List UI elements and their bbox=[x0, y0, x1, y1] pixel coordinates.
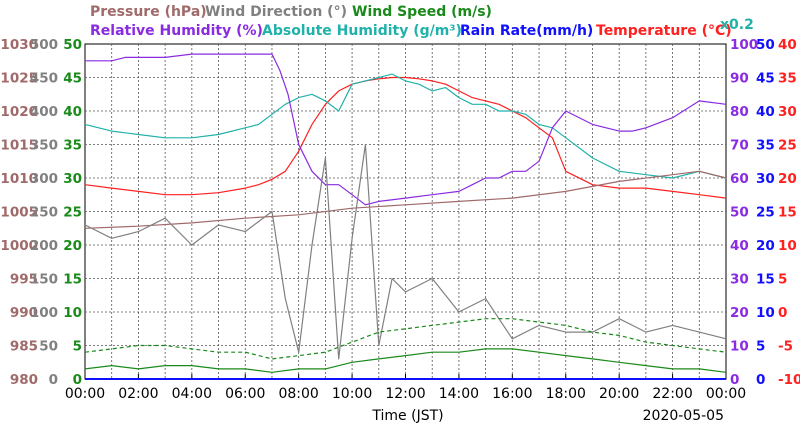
y-tick-wind-speed: 40 bbox=[63, 104, 82, 120]
y-tick-wind-direction: 50 bbox=[39, 339, 58, 355]
x-tick-label: 00:00 bbox=[65, 386, 105, 402]
y-tick-wind-speed: 50 bbox=[63, 37, 82, 53]
y-tick-rain-rate: 5 bbox=[756, 339, 765, 355]
series-group bbox=[84, 53, 727, 380]
y-tick-pressure: 1025 bbox=[0, 71, 38, 87]
y-tick-wind-direction: 200 bbox=[30, 238, 58, 254]
y-tick-temperature: -10 bbox=[778, 372, 800, 388]
x-tick-label: 16:00 bbox=[492, 386, 532, 402]
y-tick-relative-humidity: 50 bbox=[730, 205, 749, 221]
y-tick-relative-humidity: 70 bbox=[730, 138, 749, 154]
y-tick-wind-direction: 100 bbox=[30, 305, 58, 321]
x-tick-label: 20:00 bbox=[599, 386, 639, 402]
y-tick-rain-rate: 20 bbox=[756, 238, 775, 254]
y-tick-wind-speed: 35 bbox=[63, 138, 82, 154]
y-tick-wind-speed: 0 bbox=[73, 372, 82, 388]
y-tick-pressure: 1015 bbox=[0, 138, 38, 154]
series-wind-speed-gust-m-s bbox=[84, 318, 727, 360]
x-tick-label: 02:00 bbox=[118, 386, 158, 402]
y-tick-temperature: 15 bbox=[778, 205, 797, 221]
legend-absolute-humidity: Absolute Humidity (g/m³) bbox=[262, 23, 462, 39]
x-tick-label: 10:00 bbox=[332, 386, 372, 402]
y-tick-wind-direction: 450 bbox=[30, 71, 58, 87]
y-tick-temperature: -5 bbox=[778, 339, 793, 355]
y-tick-relative-humidity: 90 bbox=[730, 71, 749, 87]
x-tick-label: 00:00 bbox=[706, 386, 746, 402]
y-tick-wind-speed: 30 bbox=[63, 171, 82, 187]
x-tick-label: 12:00 bbox=[385, 386, 425, 402]
legend-relative-humidity: Relative Humidity (%) bbox=[90, 23, 263, 39]
series-pressure-hpa bbox=[84, 170, 727, 229]
y-tick-relative-humidity: 40 bbox=[730, 238, 749, 254]
y-tick-wind-direction: 500 bbox=[30, 37, 58, 53]
y-axes: 9809859909951000100510101015102010251030… bbox=[0, 37, 800, 388]
legend-wind-direction: Wind Direction (°) bbox=[205, 4, 347, 20]
y-tick-pressure: 995 bbox=[10, 272, 38, 288]
legend-temperature: Temperature (°C) bbox=[596, 23, 732, 39]
y-tick-pressure: 1010 bbox=[0, 171, 38, 187]
legend-rain-rate: Rain Rate(mm/h) bbox=[460, 23, 593, 39]
x-tick-label: 08:00 bbox=[278, 386, 318, 402]
y-tick-relative-humidity: 30 bbox=[730, 272, 749, 288]
x-tick-label: 18:00 bbox=[546, 386, 586, 402]
y-tick-temperature: 40 bbox=[778, 37, 797, 53]
legend-pressure: Pressure (hPa) bbox=[90, 4, 207, 20]
x-tick-label: 04:00 bbox=[172, 386, 212, 402]
y-tick-wind-speed: 45 bbox=[63, 71, 82, 87]
y-tick-rain-rate: 15 bbox=[756, 272, 775, 288]
y-tick-relative-humidity: 20 bbox=[730, 305, 749, 321]
y-tick-pressure: 990 bbox=[10, 305, 38, 321]
y-tick-wind-speed: 25 bbox=[63, 205, 82, 221]
y-tick-wind-speed: 10 bbox=[63, 305, 82, 321]
y-tick-wind-speed: 20 bbox=[63, 238, 82, 254]
y-tick-temperature: 20 bbox=[778, 171, 797, 187]
y-tick-wind-direction: 300 bbox=[30, 171, 58, 187]
series-relative-humidity bbox=[85, 53, 727, 206]
y-tick-relative-humidity: 60 bbox=[730, 171, 749, 187]
series-wind-direction bbox=[84, 143, 727, 360]
x-tick-label: 06:00 bbox=[225, 386, 265, 402]
y-tick-pressure: 1020 bbox=[0, 104, 38, 120]
y-tick-rain-rate: 25 bbox=[756, 205, 775, 221]
y-tick-relative-humidity: 0 bbox=[730, 372, 739, 388]
y-tick-rain-rate: 45 bbox=[756, 71, 775, 87]
y-tick-wind-direction: 0 bbox=[49, 372, 58, 388]
y-tick-wind-direction: 250 bbox=[30, 205, 58, 221]
y-tick-rain-rate: 0 bbox=[756, 372, 765, 388]
y-tick-wind-speed: 5 bbox=[73, 339, 82, 355]
y-tick-rain-rate: 35 bbox=[756, 138, 775, 154]
y-tick-relative-humidity: 100 bbox=[730, 37, 758, 53]
chart-date: 2020-05-05 bbox=[643, 408, 724, 424]
y-tick-pressure: 980 bbox=[10, 372, 38, 388]
y-tick-rain-rate: 30 bbox=[756, 171, 775, 187]
y-tick-rain-rate: 50 bbox=[756, 37, 775, 53]
y-tick-temperature: 30 bbox=[778, 104, 797, 120]
y-tick-pressure: 1005 bbox=[0, 205, 38, 221]
scale-note: x0.2 bbox=[720, 17, 754, 33]
y-tick-temperature: 10 bbox=[778, 238, 797, 254]
y-tick-pressure: 1000 bbox=[0, 238, 38, 254]
y-tick-pressure: 1030 bbox=[0, 37, 38, 53]
y-tick-wind-direction: 350 bbox=[30, 138, 58, 154]
y-tick-temperature: 35 bbox=[778, 71, 797, 87]
y-tick-pressure: 985 bbox=[10, 339, 38, 355]
y-tick-temperature: 0 bbox=[778, 305, 787, 321]
y-tick-temperature: 5 bbox=[778, 272, 787, 288]
y-tick-temperature: 25 bbox=[778, 138, 797, 154]
x-tick-label: 14:00 bbox=[439, 386, 479, 402]
x-tick-label: 22:00 bbox=[652, 386, 692, 402]
series-absolute-humidity-g-m bbox=[84, 73, 727, 179]
y-tick-rain-rate: 10 bbox=[756, 305, 775, 321]
y-tick-relative-humidity: 80 bbox=[730, 104, 749, 120]
y-tick-rain-rate: 40 bbox=[756, 104, 775, 120]
y-tick-wind-speed: 15 bbox=[63, 272, 82, 288]
series-temperature-c bbox=[84, 76, 727, 199]
y-tick-wind-direction: 400 bbox=[30, 104, 58, 120]
y-tick-relative-humidity: 10 bbox=[730, 339, 749, 355]
legend-wind-speed: Wind Speed (m/s) bbox=[352, 4, 492, 20]
series-wind-speed-m-s bbox=[84, 348, 727, 373]
y-tick-wind-direction: 150 bbox=[30, 272, 58, 288]
x-axis-label: Time (JST) bbox=[371, 408, 443, 424]
